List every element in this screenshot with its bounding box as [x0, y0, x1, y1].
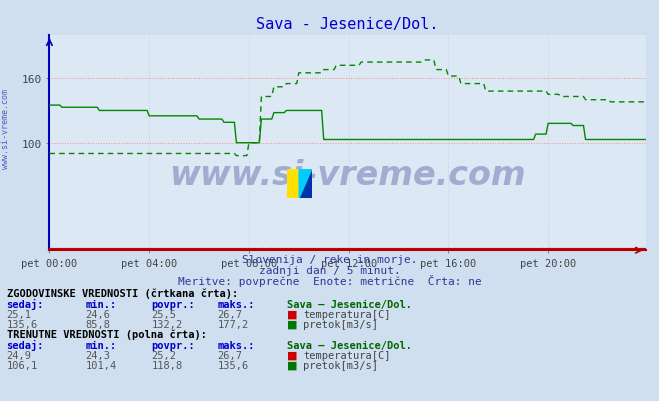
- Text: 24,6: 24,6: [86, 309, 111, 319]
- Text: pretok[m3/s]: pretok[m3/s]: [303, 319, 378, 329]
- Text: min.:: min.:: [86, 299, 117, 309]
- Text: maks.:: maks.:: [217, 340, 255, 350]
- Text: ■: ■: [287, 360, 297, 370]
- Text: Sava – Jesenice/Dol.: Sava – Jesenice/Dol.: [287, 299, 412, 309]
- Title: Sava - Jesenice/Dol.: Sava - Jesenice/Dol.: [256, 17, 439, 32]
- Text: Meritve: povprečne  Enote: metrične  Črta: ne: Meritve: povprečne Enote: metrične Črta:…: [178, 274, 481, 286]
- Text: 26,7: 26,7: [217, 350, 243, 360]
- Text: sedaj:: sedaj:: [7, 298, 44, 309]
- Text: maks.:: maks.:: [217, 299, 255, 309]
- Text: povpr.:: povpr.:: [152, 299, 195, 309]
- Text: 25,5: 25,5: [152, 309, 177, 319]
- Text: 25,2: 25,2: [152, 350, 177, 360]
- Text: 85,8: 85,8: [86, 319, 111, 329]
- Text: zadnji dan / 5 minut.: zadnji dan / 5 minut.: [258, 265, 401, 275]
- Polygon shape: [299, 170, 312, 198]
- Text: 101,4: 101,4: [86, 360, 117, 370]
- Text: Sava – Jesenice/Dol.: Sava – Jesenice/Dol.: [287, 340, 412, 350]
- Text: www.si-vreme.com: www.si-vreme.com: [1, 88, 10, 168]
- Text: Slovenija / reke in morje.: Slovenija / reke in morje.: [242, 255, 417, 265]
- Text: 135,6: 135,6: [217, 360, 248, 370]
- Text: ■: ■: [287, 309, 297, 319]
- Text: sedaj:: sedaj:: [7, 339, 44, 350]
- Text: 106,1: 106,1: [7, 360, 38, 370]
- Text: 135,6: 135,6: [7, 319, 38, 329]
- Text: temperatura[C]: temperatura[C]: [303, 350, 391, 360]
- Text: 118,8: 118,8: [152, 360, 183, 370]
- Text: ZGODOVINSKE VREDNOSTI (črtkana črta):: ZGODOVINSKE VREDNOSTI (črtkana črta):: [7, 288, 238, 299]
- Polygon shape: [299, 170, 312, 198]
- Text: www.si-vreme.com: www.si-vreme.com: [169, 159, 526, 192]
- Text: pretok[m3/s]: pretok[m3/s]: [303, 360, 378, 370]
- Bar: [287, 170, 299, 198]
- Text: min.:: min.:: [86, 340, 117, 350]
- Text: TRENUTNE VREDNOSTI (polna črta):: TRENUTNE VREDNOSTI (polna črta):: [7, 329, 206, 340]
- Text: 25,1: 25,1: [7, 309, 32, 319]
- Text: 24,3: 24,3: [86, 350, 111, 360]
- Text: 177,2: 177,2: [217, 319, 248, 329]
- Text: temperatura[C]: temperatura[C]: [303, 309, 391, 319]
- Text: 26,7: 26,7: [217, 309, 243, 319]
- Text: ■: ■: [287, 350, 297, 360]
- Text: 24,9: 24,9: [7, 350, 32, 360]
- Text: povpr.:: povpr.:: [152, 340, 195, 350]
- Text: 132,2: 132,2: [152, 319, 183, 329]
- Text: ■: ■: [287, 319, 297, 329]
